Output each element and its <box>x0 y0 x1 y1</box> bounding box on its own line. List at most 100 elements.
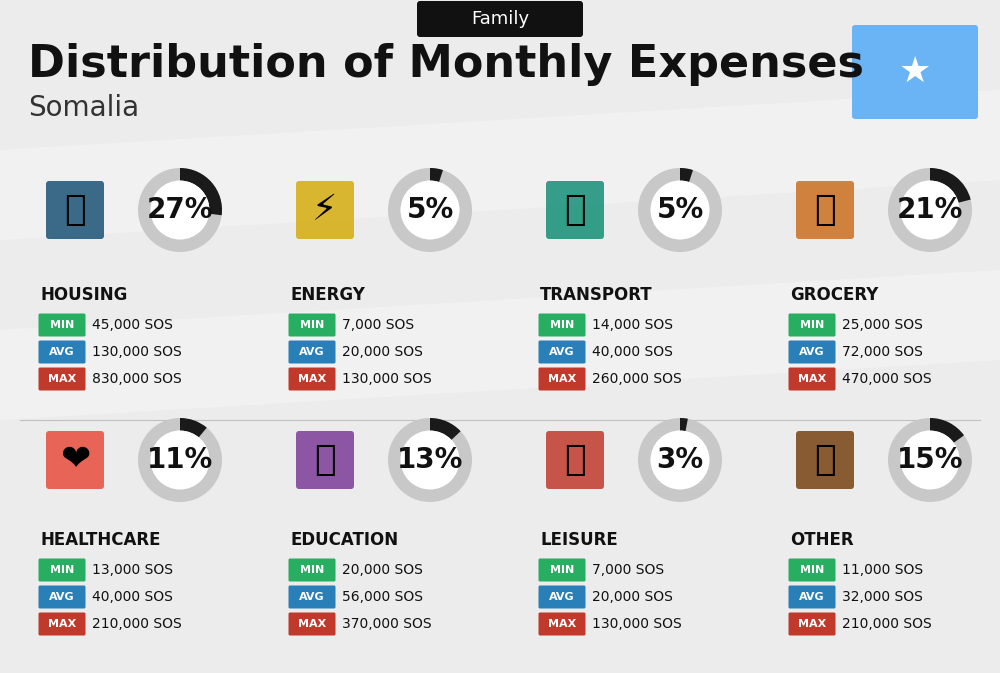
Text: 5%: 5% <box>406 196 454 224</box>
Text: MAX: MAX <box>298 374 326 384</box>
Text: MIN: MIN <box>50 320 74 330</box>
Text: 21%: 21% <box>897 196 963 224</box>
Text: 72,000 SOS: 72,000 SOS <box>842 345 923 359</box>
Text: 56,000 SOS: 56,000 SOS <box>342 590 423 604</box>
Text: MAX: MAX <box>798 619 826 629</box>
Wedge shape <box>680 418 688 431</box>
FancyBboxPatch shape <box>296 181 354 239</box>
Wedge shape <box>430 168 443 182</box>
Wedge shape <box>930 418 964 443</box>
Text: 5%: 5% <box>656 196 704 224</box>
Circle shape <box>651 180 709 240</box>
FancyBboxPatch shape <box>38 367 86 390</box>
Text: 3%: 3% <box>656 446 704 474</box>
Text: MIN: MIN <box>800 565 824 575</box>
Text: AVG: AVG <box>299 347 325 357</box>
FancyBboxPatch shape <box>538 367 586 390</box>
Text: 11%: 11% <box>147 446 213 474</box>
Text: AVG: AVG <box>549 592 575 602</box>
Text: 13,000 SOS: 13,000 SOS <box>92 563 173 577</box>
Text: 7,000 SOS: 7,000 SOS <box>592 563 664 577</box>
Text: ENERGY: ENERGY <box>290 286 365 304</box>
Text: 45,000 SOS: 45,000 SOS <box>92 318 173 332</box>
Wedge shape <box>180 418 207 437</box>
FancyBboxPatch shape <box>546 431 604 489</box>
Text: Distribution of Monthly Expenses: Distribution of Monthly Expenses <box>28 44 864 87</box>
Text: 32,000 SOS: 32,000 SOS <box>842 590 923 604</box>
Text: HEALTHCARE: HEALTHCARE <box>40 531 160 549</box>
Text: MAX: MAX <box>548 619 576 629</box>
FancyBboxPatch shape <box>288 559 336 581</box>
Text: AVG: AVG <box>549 347 575 357</box>
FancyBboxPatch shape <box>38 341 86 363</box>
FancyBboxPatch shape <box>538 586 586 608</box>
Text: MIN: MIN <box>50 565 74 575</box>
Text: 14,000 SOS: 14,000 SOS <box>592 318 673 332</box>
Text: 🛒: 🛒 <box>814 193 836 227</box>
Circle shape <box>901 180 959 240</box>
Text: 130,000 SOS: 130,000 SOS <box>342 372 432 386</box>
Wedge shape <box>388 168 472 252</box>
Wedge shape <box>888 418 972 502</box>
FancyBboxPatch shape <box>788 612 836 635</box>
Text: 130,000 SOS: 130,000 SOS <box>592 617 682 631</box>
Text: 🏢: 🏢 <box>64 193 86 227</box>
FancyBboxPatch shape <box>796 181 854 239</box>
Text: 🛍: 🛍 <box>564 443 586 477</box>
Polygon shape <box>0 90 1000 240</box>
Text: MAX: MAX <box>548 374 576 384</box>
Text: MIN: MIN <box>550 320 574 330</box>
Text: ⚡: ⚡ <box>312 193 338 227</box>
Text: EDUCATION: EDUCATION <box>290 531 398 549</box>
Text: 210,000 SOS: 210,000 SOS <box>842 617 932 631</box>
Text: AVG: AVG <box>799 592 825 602</box>
Text: 370,000 SOS: 370,000 SOS <box>342 617 432 631</box>
Circle shape <box>151 180 209 240</box>
FancyBboxPatch shape <box>852 25 978 119</box>
Circle shape <box>651 431 709 489</box>
FancyBboxPatch shape <box>538 612 586 635</box>
Text: 11,000 SOS: 11,000 SOS <box>842 563 923 577</box>
Wedge shape <box>930 168 971 203</box>
Wedge shape <box>638 168 722 252</box>
FancyBboxPatch shape <box>538 314 586 336</box>
Text: AVG: AVG <box>49 347 75 357</box>
FancyBboxPatch shape <box>288 612 336 635</box>
FancyBboxPatch shape <box>538 341 586 363</box>
FancyBboxPatch shape <box>788 341 836 363</box>
Text: MIN: MIN <box>550 565 574 575</box>
Text: MIN: MIN <box>300 565 324 575</box>
Text: Somalia: Somalia <box>28 94 139 122</box>
Text: MAX: MAX <box>298 619 326 629</box>
FancyBboxPatch shape <box>538 559 586 581</box>
FancyBboxPatch shape <box>46 431 104 489</box>
FancyBboxPatch shape <box>288 314 336 336</box>
Text: 27%: 27% <box>147 196 213 224</box>
FancyBboxPatch shape <box>38 559 86 581</box>
Circle shape <box>401 431 459 489</box>
Text: MIN: MIN <box>800 320 824 330</box>
Text: 👛: 👛 <box>814 443 836 477</box>
Circle shape <box>901 431 959 489</box>
Text: 470,000 SOS: 470,000 SOS <box>842 372 932 386</box>
Text: 830,000 SOS: 830,000 SOS <box>92 372 182 386</box>
FancyBboxPatch shape <box>288 367 336 390</box>
Text: 🎓: 🎓 <box>314 443 336 477</box>
Wedge shape <box>388 418 472 502</box>
Circle shape <box>401 180 459 240</box>
Text: 40,000 SOS: 40,000 SOS <box>592 345 673 359</box>
Circle shape <box>151 431 209 489</box>
Text: LEISURE: LEISURE <box>540 531 618 549</box>
Text: GROCERY: GROCERY <box>790 286 878 304</box>
Text: 130,000 SOS: 130,000 SOS <box>92 345 182 359</box>
Text: 13%: 13% <box>397 446 463 474</box>
Text: AVG: AVG <box>49 592 75 602</box>
FancyBboxPatch shape <box>288 341 336 363</box>
Wedge shape <box>138 418 222 502</box>
Text: TRANSPORT: TRANSPORT <box>540 286 653 304</box>
Wedge shape <box>638 418 722 502</box>
Text: MAX: MAX <box>48 374 76 384</box>
Text: OTHER: OTHER <box>790 531 854 549</box>
Text: MAX: MAX <box>48 619 76 629</box>
Wedge shape <box>138 168 222 252</box>
